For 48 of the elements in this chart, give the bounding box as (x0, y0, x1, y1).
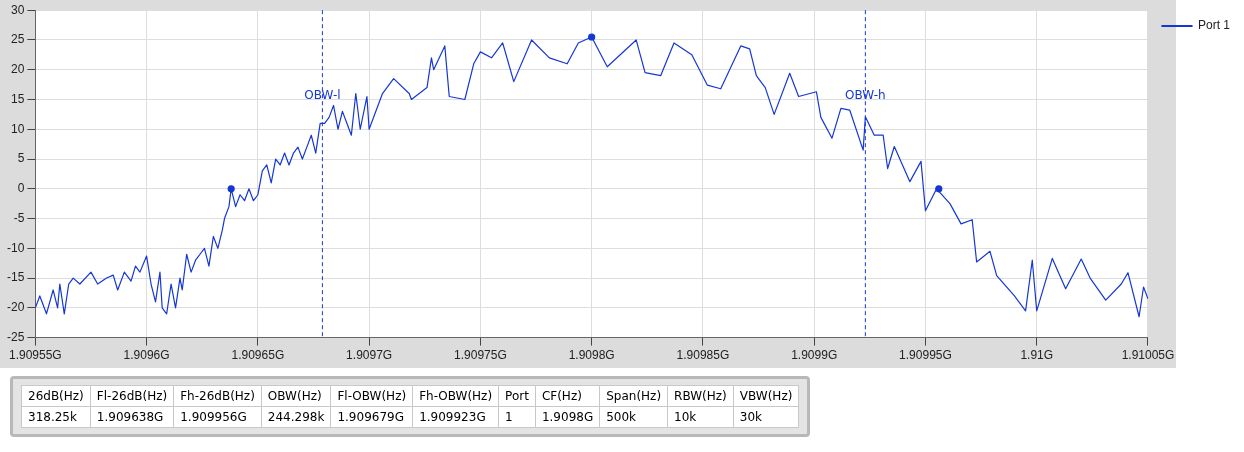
ref-line-label: OBW-l (304, 88, 341, 102)
text: Fh-26dB(Hz) (173, 385, 262, 407)
y-tick-label: -10 (7, 240, 25, 255)
x-tick-label: 1.90985G (676, 348, 730, 363)
y-tick-label: 0 (17, 181, 25, 196)
text: Fl-OBW(Hz) (330, 385, 413, 407)
text: Fh-OBW(Hz) (412, 385, 499, 407)
text: VBW(Hz) (733, 385, 799, 407)
x-tick-label: 1.90975G (454, 348, 507, 363)
text: OBW(Hz) (261, 385, 331, 407)
y-tick-label: 25 (10, 32, 25, 47)
text: 1.909923G (412, 406, 499, 428)
text: 1.9098G (535, 406, 600, 428)
text: 244.298k (261, 406, 331, 428)
y-tick-label: 10 (10, 121, 25, 136)
y-tick-label: -20 (7, 300, 25, 315)
legend-label: Port 1 (1197, 18, 1231, 33)
text: 1 (498, 406, 536, 428)
x-tick-label: 1.9098G (568, 348, 615, 363)
x-tick-label: 1.90965G (231, 348, 285, 363)
text: 318.25k (21, 406, 91, 428)
text: 500k (599, 406, 668, 428)
text: Span(Hz) (599, 385, 668, 407)
x-tick-label: 1.90995G (899, 348, 952, 363)
x-tick-label: 1.90955G (8, 348, 62, 363)
text: Port (498, 385, 536, 407)
text: RBW(Hz) (667, 385, 734, 407)
text: 30k (733, 406, 799, 428)
text: 1.909638G (90, 406, 174, 428)
text: 10k (667, 406, 734, 428)
y-tick-label: -5 (13, 210, 25, 225)
y-tick-label: 15 (10, 91, 25, 106)
y-tick-label: -15 (7, 270, 25, 285)
text: Fl-26dB(Hz) (90, 385, 174, 407)
text: 26dB(Hz) (21, 385, 91, 407)
y-tick-label: 5 (17, 151, 25, 166)
x-tick-label: 1.91005G (1121, 348, 1175, 363)
text: 1.909679G (330, 406, 413, 428)
x-tick-label: 1.9097G (346, 348, 393, 363)
y-tick-label: 20 (10, 62, 25, 77)
text: CF(Hz) (535, 385, 600, 407)
y-tick-label: 30 (10, 2, 25, 17)
x-tick-label: 1.91G (1020, 348, 1054, 363)
text: 1.909956G (173, 406, 262, 428)
y-tick-label: -25 (7, 329, 25, 344)
x-tick-label: 1.9099G (791, 348, 838, 363)
x-tick-label: 1.9096G (123, 348, 170, 363)
ref-line-label: OBW-h (845, 88, 886, 102)
